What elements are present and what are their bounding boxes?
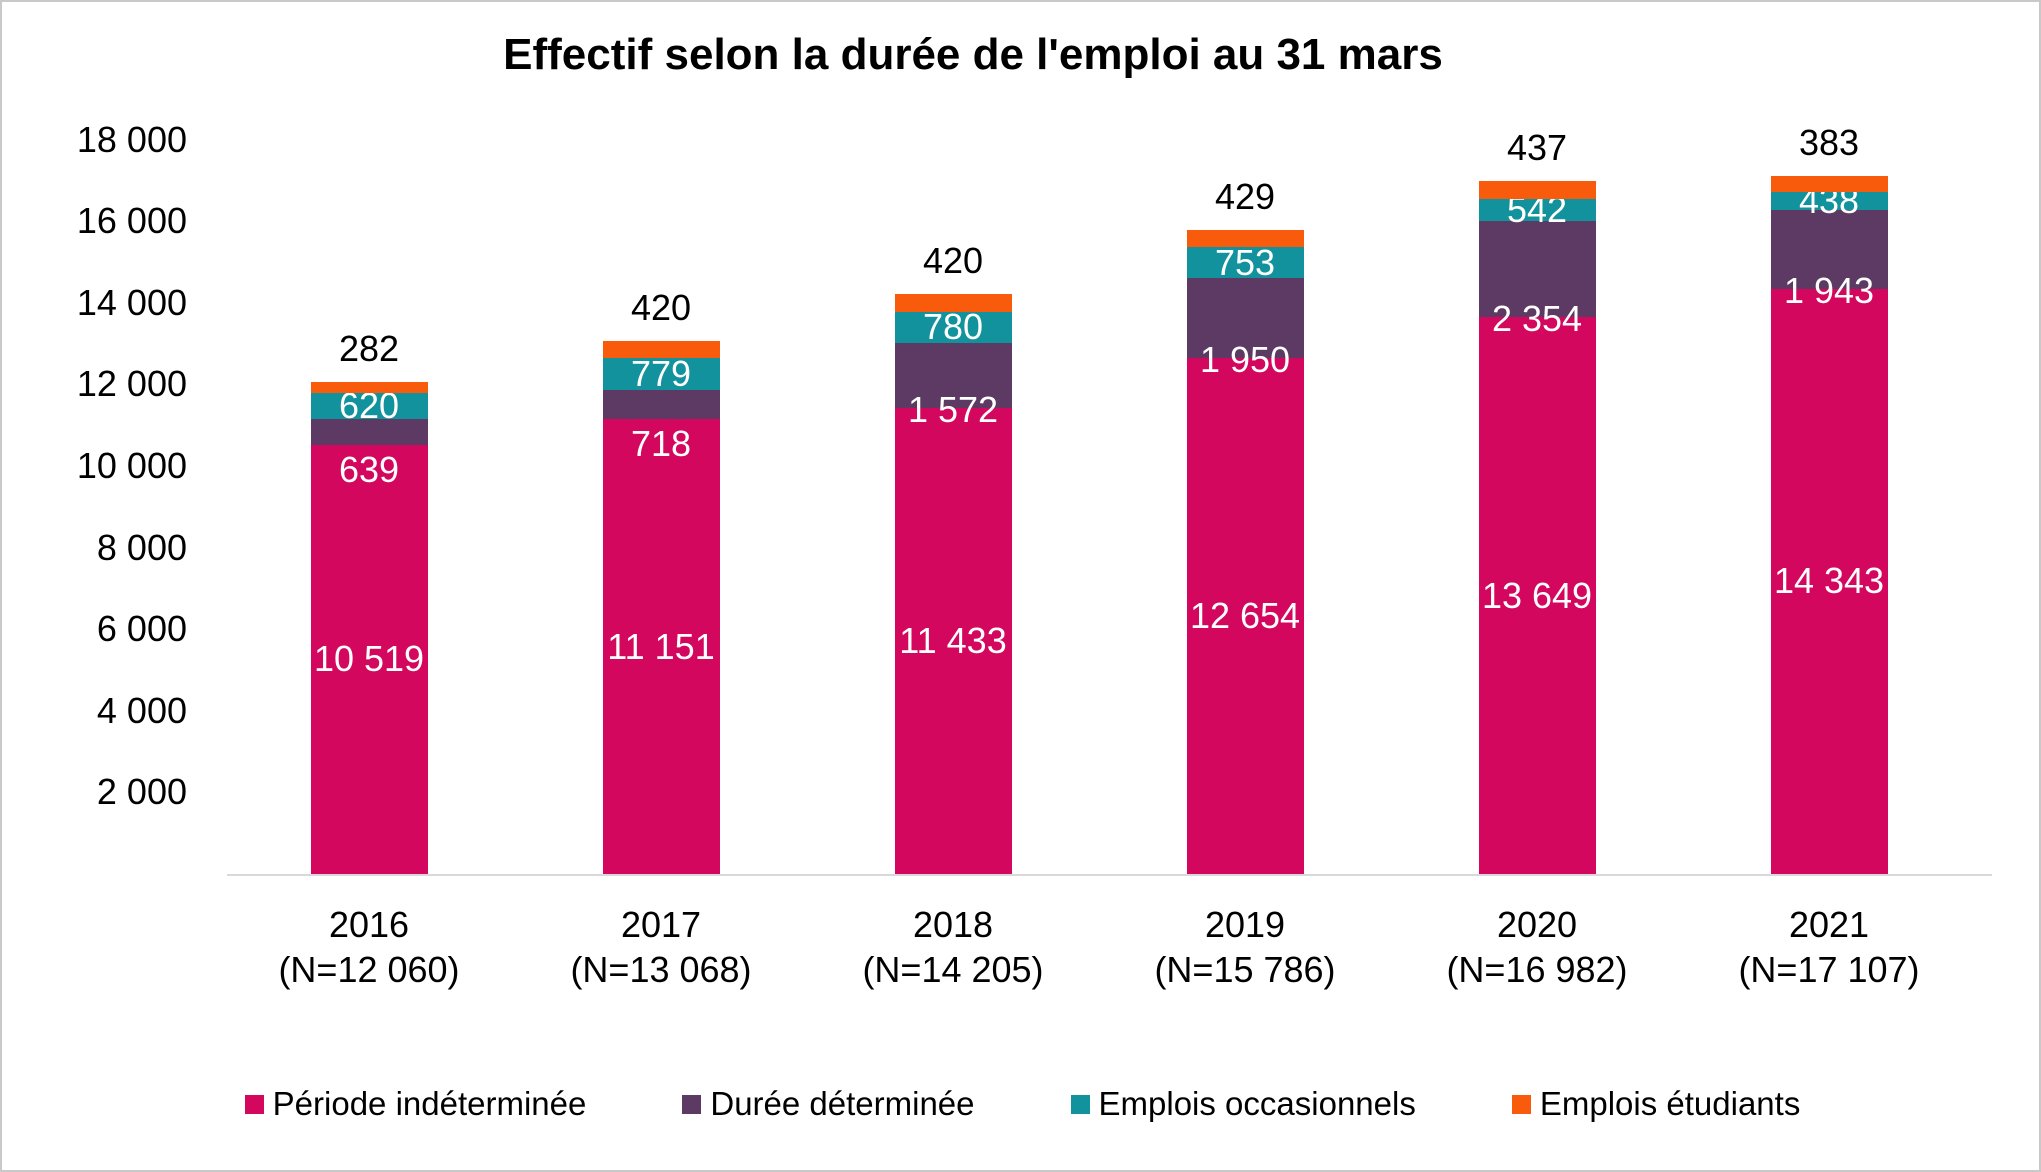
legend-item: Emplois étudiants (1511, 1085, 1801, 1123)
y-axis-tick-label: 10 000 (76, 445, 187, 486)
y-axis-tick-label: 6 000 (96, 608, 187, 650)
bar-segment-value-label: 13 649 (1481, 574, 1593, 616)
bar-segment-value-label: 639 (338, 448, 400, 490)
y-axis-tick-label: 2 000 (96, 771, 187, 813)
bar-segment-value-label: 1 572 (907, 388, 999, 430)
bar-segment-2 (1771, 209, 1888, 289)
bar-segment-value-label: 779 (630, 352, 692, 394)
bar-segment-value-label: 1 943 (1783, 269, 1875, 311)
x-axis-category-label: 2020 (N=16 982) (1391, 902, 1683, 992)
bar-segment-value-label: 383 (1798, 122, 1860, 164)
bar-segment-2 (603, 389, 720, 420)
bar-segment-4 (1479, 181, 1596, 199)
legend-swatch (1070, 1094, 1090, 1114)
bar-segment-value-label: 420 (630, 286, 692, 328)
bar-segment-value-label: 11 433 (899, 619, 1007, 661)
category-total: (N=12 060) (278, 949, 460, 990)
chart-title: Effectif selon la durée de l'emploi au 3… (503, 30, 1443, 79)
bar-segment-value-label: 12 654 (1189, 594, 1301, 636)
bar-segment-3 (1187, 247, 1304, 279)
y-axis-tick-label: 4 000 (96, 689, 187, 731)
legend-item: Emplois occasionnels (1070, 1085, 1416, 1123)
category-total: (N=14 205) (862, 949, 1044, 990)
y-axis-tick-label: 8 000 (96, 526, 187, 568)
bar-segment-4 (895, 294, 1012, 312)
x-axis-category-label: 2017 (N=13 068) (515, 902, 807, 992)
x-axis-category-label: 2021 (N=17 107) (1683, 902, 1975, 992)
bar-segment-4 (1771, 176, 1888, 192)
bar-segment-1 (311, 444, 428, 874)
bar-segment-value-label: 10 519 (313, 638, 425, 680)
legend: Période indéterminée Durée déterminée Empl… (2, 1085, 2039, 1123)
y-axis-tick-label: 14 000 (76, 281, 187, 323)
bar-segment-4 (311, 381, 428, 394)
y-axis-tick-label: 16 000 (76, 200, 187, 242)
bar-segment-1 (1479, 317, 1596, 874)
bar-segment-value-label: 429 (1214, 175, 1276, 217)
category-total: (N=16 982) (1446, 949, 1628, 990)
legend-label: Emplois étudiants (1539, 1085, 1801, 1122)
bar-segment-3 (311, 393, 428, 419)
x-axis-line (227, 874, 1992, 876)
legend-label: Période indéterminée (272, 1085, 587, 1122)
bar-segment-value-label: 14 343 (1773, 560, 1885, 602)
x-axis-category-label: 2016 (N=12 060) (223, 902, 515, 992)
legend-swatch (682, 1094, 702, 1114)
x-axis-category-label: 2019 (N=15 786) (1099, 902, 1391, 992)
bar-segment-value-label: 2 354 (1491, 298, 1583, 340)
bar-segment-value-label: 420 (922, 240, 984, 282)
y-axis-tick-label: 12 000 (76, 363, 187, 405)
bar-segment-value-label: 11 151 (607, 625, 715, 667)
bar-segment-1 (1771, 288, 1888, 874)
bar-segment-value-label: 718 (630, 423, 692, 465)
bar-segment-1 (1187, 357, 1304, 874)
legend-swatch (1511, 1094, 1531, 1114)
legend-label: Emplois occasionnels (1098, 1085, 1416, 1122)
bar-segment-2 (895, 343, 1012, 408)
bar-segment-4 (1187, 229, 1304, 248)
category-year: 2016 (328, 904, 410, 945)
legend-swatch (244, 1094, 264, 1114)
category-year: 2020 (1496, 904, 1578, 945)
legend-item: Durée déterminée (682, 1085, 975, 1123)
bar-segment-value-label: 780 (922, 306, 984, 348)
category-year: 2019 (1204, 904, 1286, 945)
legend-item: Période indéterminée (244, 1085, 587, 1123)
category-year: 2021 (1788, 904, 1870, 945)
bar-segment-3 (1771, 191, 1888, 210)
legend-label: Durée déterminée (710, 1085, 975, 1122)
category-total: (N=17 107) (1738, 949, 1920, 990)
bar-segment-3 (895, 311, 1012, 344)
category-total: (N=13 068) (570, 949, 752, 990)
category-total: (N=15 786) (1154, 949, 1336, 990)
bar-segment-value-label: 437 (1506, 127, 1568, 169)
bar-segment-value-label: 282 (338, 327, 400, 369)
bar-segment-2 (311, 418, 428, 445)
bar-segment-2 (1479, 221, 1596, 318)
bar-segment-4 (603, 340, 720, 358)
category-year: 2017 (620, 904, 702, 945)
bar-segment-1 (603, 419, 720, 874)
category-year: 2018 (912, 904, 994, 945)
bar-segment-2 (1187, 278, 1304, 358)
bar-segment-3 (1479, 198, 1596, 222)
bar-segment-value-label: 1 950 (1199, 338, 1291, 380)
bar-segment-1 (895, 407, 1012, 874)
x-axis-category-label: 2018 (N=14 205) (807, 902, 1099, 992)
bar-segment-value-label: 753 (1214, 241, 1276, 283)
y-axis-tick-label: 18 000 (76, 118, 187, 160)
bar-segment-3 (603, 357, 720, 390)
